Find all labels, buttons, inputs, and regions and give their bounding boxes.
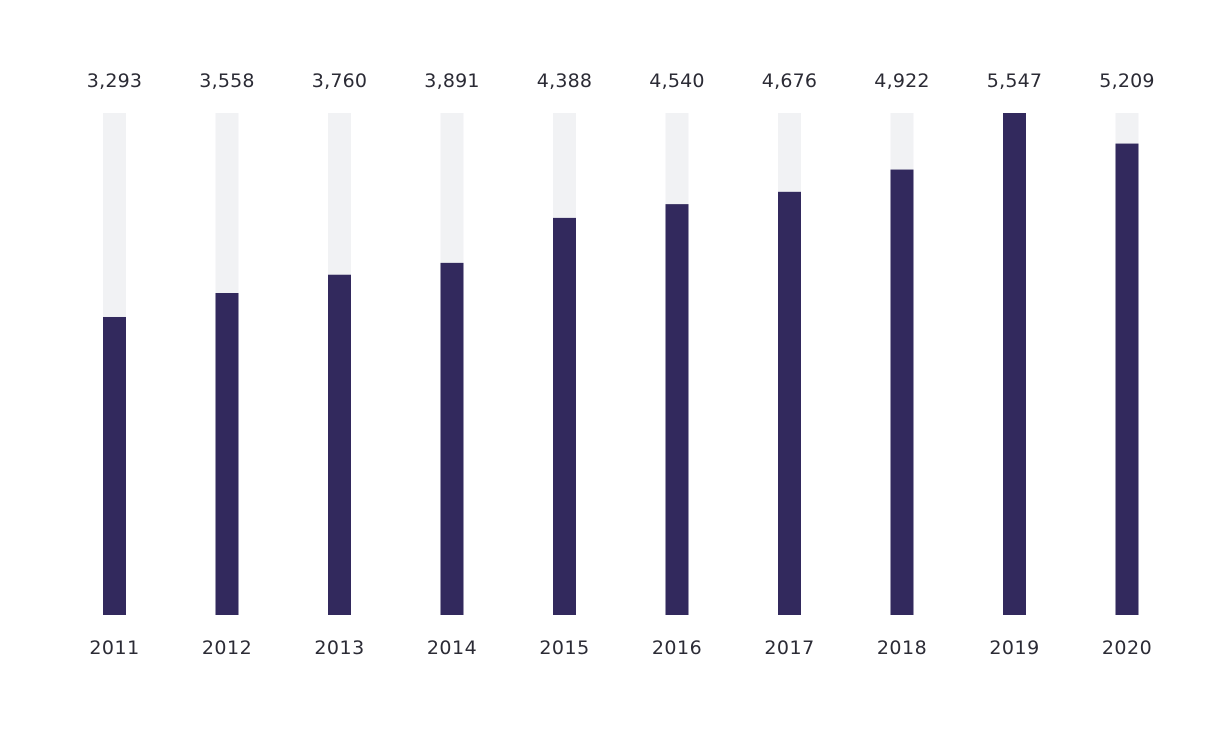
bar-2011 bbox=[103, 316, 126, 615]
x-tick-label-2018: 2018 bbox=[877, 637, 927, 659]
value-label-2011: 3,293 bbox=[87, 70, 142, 92]
x-tick-label-2017: 2017 bbox=[764, 637, 814, 659]
bar-2016 bbox=[665, 204, 689, 615]
bar-2019 bbox=[1003, 113, 1026, 615]
value-label-2020: 5,209 bbox=[1099, 70, 1154, 92]
bar-2012 bbox=[215, 293, 239, 615]
x-tick-label-2020: 2020 bbox=[1102, 637, 1152, 659]
x-tick-label-2015: 2015 bbox=[539, 637, 589, 659]
value-label-2015: 4,388 bbox=[537, 70, 592, 92]
bar-2020 bbox=[1115, 143, 1139, 615]
bar-2014 bbox=[440, 262, 464, 615]
value-label-2014: 3,891 bbox=[424, 70, 479, 92]
x-tick-label-2016: 2016 bbox=[652, 637, 702, 659]
bar-2015 bbox=[553, 217, 576, 615]
value-label-2019: 5,547 bbox=[987, 70, 1042, 92]
x-tick-label-2013: 2013 bbox=[314, 637, 364, 659]
bar-2018 bbox=[890, 169, 914, 615]
bar-2013 bbox=[328, 274, 351, 615]
x-tick-label-2019: 2019 bbox=[989, 637, 1039, 659]
value-label-2017: 4,676 bbox=[762, 70, 817, 92]
value-label-2012: 3,558 bbox=[199, 70, 254, 92]
x-tick-label-2012: 2012 bbox=[202, 637, 252, 659]
value-label-2013: 3,760 bbox=[312, 70, 367, 92]
x-tick-label-2014: 2014 bbox=[427, 637, 477, 659]
value-label-2018: 4,922 bbox=[874, 70, 929, 92]
x-tick-label-2011: 2011 bbox=[89, 637, 139, 659]
bar-2017 bbox=[778, 191, 801, 615]
value-label-2016: 4,540 bbox=[649, 70, 704, 92]
